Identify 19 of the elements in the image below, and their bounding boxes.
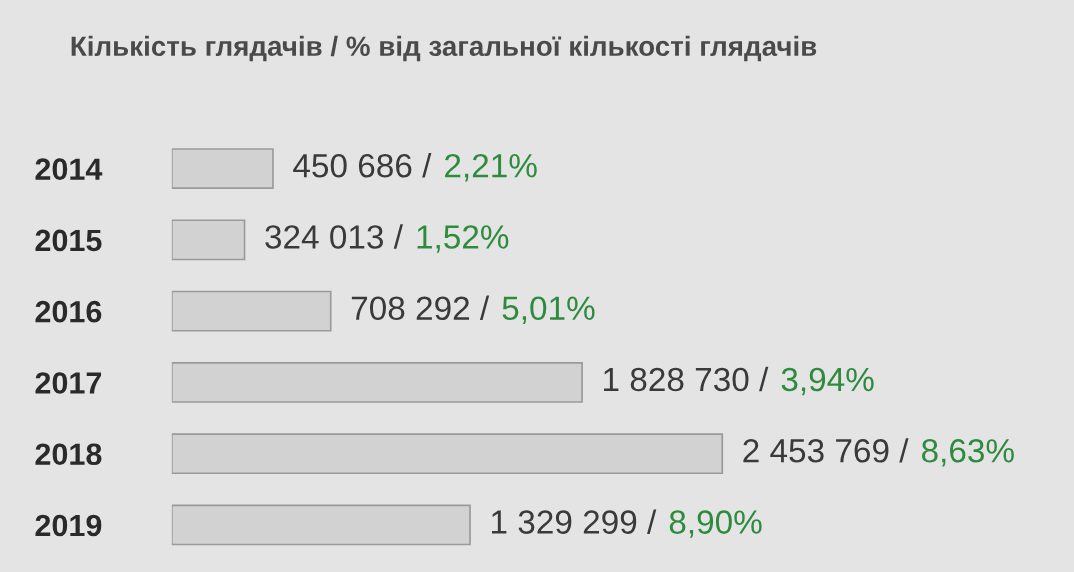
bar [171, 504, 471, 546]
data-label: 1 828 730 / 3,94% [604, 366, 874, 396]
bar [171, 361, 583, 403]
bar [171, 433, 724, 475]
bar [171, 219, 246, 261]
y-tick-label: 2018 [35, 443, 102, 466]
data-label: 324 013 / 1,52% [265, 224, 509, 253]
y-tick-label: 2019 [35, 514, 102, 537]
data-label: 450 686 / 2,21% [293, 153, 537, 182]
data-label: 708 292 / 5,01% [351, 295, 595, 325]
y-tick-label: 2015 [35, 229, 102, 252]
bar [171, 148, 274, 190]
y-tick-label: 2017 [35, 372, 102, 394]
data-label: 1 329 299 / 8,90% [492, 509, 762, 538]
y-tick-label: 2016 [35, 300, 102, 323]
chart-title: Кількість глядачів / % від загальної кількості глядачів [71, 35, 817, 62]
bar [171, 290, 332, 332]
data-label: 2 453 769 / 8,63% [743, 438, 1014, 467]
y-tick-label: 2014 [35, 158, 103, 180]
